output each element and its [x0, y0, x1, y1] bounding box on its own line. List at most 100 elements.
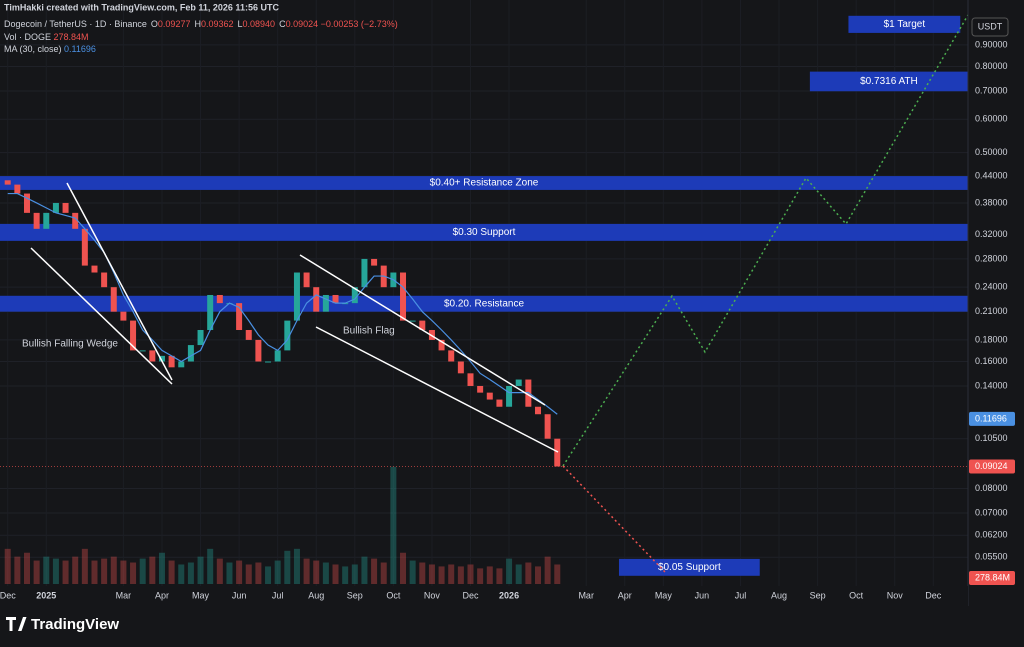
- volume-bar: [120, 560, 127, 584]
- volume-bar: [554, 564, 561, 584]
- volume-bar: [419, 562, 426, 584]
- volume-bar: [236, 560, 243, 584]
- candle: [274, 350, 281, 362]
- volume-bar: [486, 566, 493, 584]
- volume-bar: [467, 564, 474, 584]
- candle: [101, 272, 108, 288]
- candle: [245, 330, 252, 340]
- candle: [81, 228, 88, 266]
- candle: [72, 212, 79, 229]
- volume-bar: [33, 560, 40, 584]
- y-tick-label: 0.38000: [975, 197, 1008, 207]
- candle: [361, 258, 368, 288]
- credit: TimHakki created with TradingView.com, F…: [4, 2, 279, 12]
- y-tick-label: 0.16000: [975, 356, 1008, 366]
- x-tick-label: 2026: [499, 590, 519, 600]
- change: −0.00253 (−2.73%): [321, 19, 398, 29]
- candle: [236, 303, 243, 331]
- ma-tag: 0.11696: [975, 413, 1007, 423]
- candle: [303, 272, 310, 288]
- candle: [207, 294, 214, 331]
- x-tick-label: Jul: [735, 590, 747, 600]
- candle: [158, 355, 165, 362]
- x-tick-label: Mar: [578, 590, 594, 600]
- volume-bar: [130, 562, 137, 584]
- volume-bar: [477, 568, 484, 584]
- candle: [457, 361, 464, 374]
- volume-bar: [525, 562, 532, 584]
- x-tick-label: Jul: [272, 590, 284, 600]
- y-tick-label: 0.90000: [975, 39, 1008, 49]
- y-tick-label: 0.60000: [975, 114, 1008, 124]
- volume-bar: [515, 564, 522, 584]
- x-tick-label: Jun: [695, 590, 710, 600]
- volume-bar: [351, 564, 358, 584]
- volume-bar: [81, 548, 88, 584]
- candle: [168, 355, 175, 368]
- x-tick-label: Mar: [116, 590, 132, 600]
- volume-bar: [110, 556, 117, 584]
- currency-box: [971, 17, 1009, 37]
- candle: [216, 294, 223, 304]
- level-label: $0.7316 ATH: [860, 76, 918, 87]
- level-band: [0, 176, 968, 190]
- y-tick-label: 0.10500: [975, 433, 1008, 443]
- candle: [515, 379, 522, 386]
- ohlc-key: C: [279, 19, 286, 29]
- ohlc-key: O: [151, 19, 158, 29]
- candle: [130, 320, 137, 351]
- level-label: $0.40+ Resistance Zone: [430, 178, 539, 189]
- candle: [313, 287, 320, 312]
- y-tick-label: 0.44000: [975, 170, 1008, 180]
- level-label: $0.20. Resistance: [444, 298, 524, 309]
- x-tick-label: May: [655, 590, 673, 600]
- ohlc-key: H: [194, 19, 201, 29]
- x-tick-label: Nov: [887, 590, 904, 600]
- volume-bar: [322, 562, 329, 584]
- volume-bar: [332, 564, 339, 584]
- volume-bar: [149, 556, 156, 584]
- symbol: Dogecoin / TetherUS · 1D · Binance: [4, 19, 147, 29]
- candle: [351, 287, 358, 304]
- footer: [0, 606, 1024, 642]
- y-tick-label: 0.24000: [975, 282, 1008, 292]
- candle: [496, 399, 503, 407]
- volume-bar: [91, 560, 98, 584]
- level-band: [618, 558, 760, 576]
- legend-line: Dogecoin / TetherUS · 1D · Binance O0.092…: [4, 19, 398, 29]
- x-tick-label: Dec: [462, 590, 479, 600]
- volume-bar: [274, 560, 281, 584]
- candle: [139, 350, 146, 352]
- volume-bar: [438, 566, 445, 584]
- brand: TradingView: [31, 616, 119, 633]
- volume-bar: [101, 558, 108, 584]
- candle: [438, 339, 445, 351]
- time-axis: [0, 586, 968, 606]
- y-tick-label: 0.07000: [975, 507, 1008, 517]
- x-tick-label: Sep: [810, 590, 826, 600]
- x-tick-label: Sep: [347, 590, 363, 600]
- y-tick-label: 0.21000: [975, 306, 1008, 316]
- ohlc-value: 0.09024: [286, 19, 319, 29]
- y-tick-label: 0.05500: [975, 552, 1008, 562]
- candle: [149, 350, 156, 362]
- x-tick-label: Dec: [925, 590, 942, 600]
- y-tick-label: 0.80000: [975, 61, 1008, 71]
- ohlc-value: 0.09277: [158, 19, 191, 29]
- x-tick-label: Apr: [155, 590, 169, 600]
- candle: [43, 212, 50, 229]
- candle: [23, 193, 30, 213]
- volume-bar: [43, 556, 50, 584]
- volume-bar: [139, 558, 146, 584]
- price-tag: 0.09024: [975, 461, 1008, 471]
- volume-bar: [409, 560, 416, 584]
- candle: [197, 330, 204, 346]
- x-tick-label: Dec: [0, 590, 16, 600]
- price-axis: [968, 0, 1024, 606]
- candle: [486, 392, 493, 400]
- volume-bar: [23, 552, 30, 584]
- volume-bar: [313, 560, 320, 584]
- candle: [52, 202, 59, 213]
- candle: [293, 272, 300, 321]
